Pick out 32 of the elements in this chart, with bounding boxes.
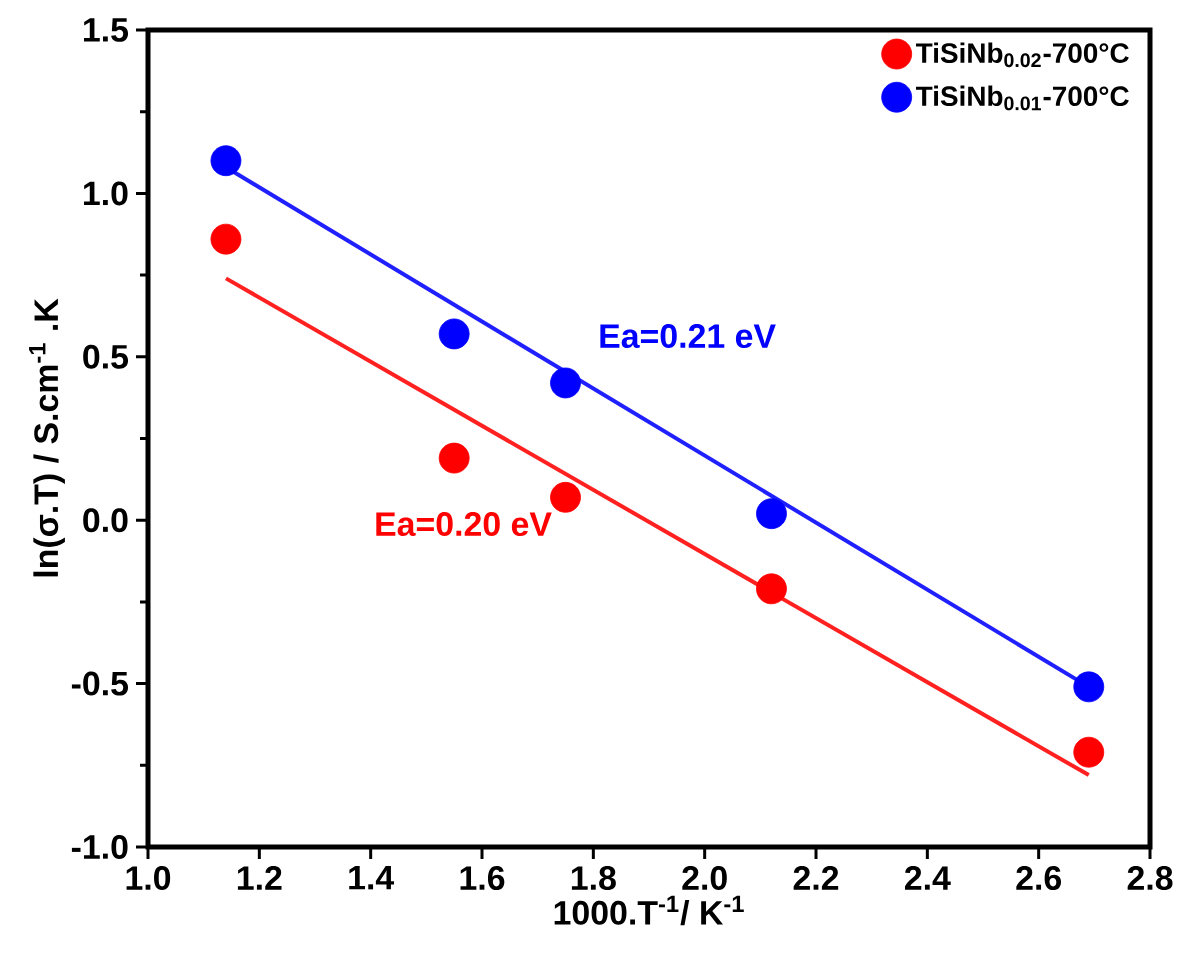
y-tick-label: 1.0 <box>84 181 128 206</box>
x-tick-label: 2.0 <box>682 866 727 891</box>
x-tick-label: 1.2 <box>237 866 282 890</box>
x-tick-label: 2.4 <box>904 866 951 890</box>
x-tick-label: 2.2 <box>793 866 839 890</box>
point <box>550 481 581 513</box>
point <box>438 318 470 350</box>
legend-label: TiSiNb$_{0.02}$-700°C <box>915 42 1129 68</box>
x-tick-label: 2.8 <box>1127 866 1173 891</box>
y-tick-label: -0.5 <box>71 671 129 696</box>
point <box>1073 671 1105 703</box>
x-axis-title: 1000.T$^{-1}$/ K$^{-1}$ <box>554 895 744 926</box>
x-tick-label: 1.0 <box>126 866 171 891</box>
point <box>438 442 470 474</box>
y-tick-label: 0.5 <box>83 344 129 369</box>
x-tick-label: 1.6 <box>460 866 505 891</box>
x-tick-label: 1.8 <box>571 866 616 891</box>
x-tick-label: 1.4 <box>349 866 395 890</box>
point <box>550 367 581 399</box>
legend-label: TiSiNb$_{0.01}$-700°C <box>915 85 1129 111</box>
y-tick-label: -1.0 <box>71 835 128 859</box>
annotation: Ea=0.20 eV <box>376 512 552 537</box>
point <box>1073 736 1105 768</box>
y-tick-label: 1.5 <box>84 18 129 42</box>
point <box>210 145 242 177</box>
x-tick-label: 2.6 <box>1016 866 1062 891</box>
y-axis-title: ln(σ.T) / S.cm$^{-1}$ .K <box>29 298 65 577</box>
point <box>210 223 242 255</box>
y-tick-label: 0.0 <box>83 508 128 533</box>
point <box>756 573 787 605</box>
annotation: Ea=0.21 eV <box>600 324 776 349</box>
point <box>756 498 787 530</box>
